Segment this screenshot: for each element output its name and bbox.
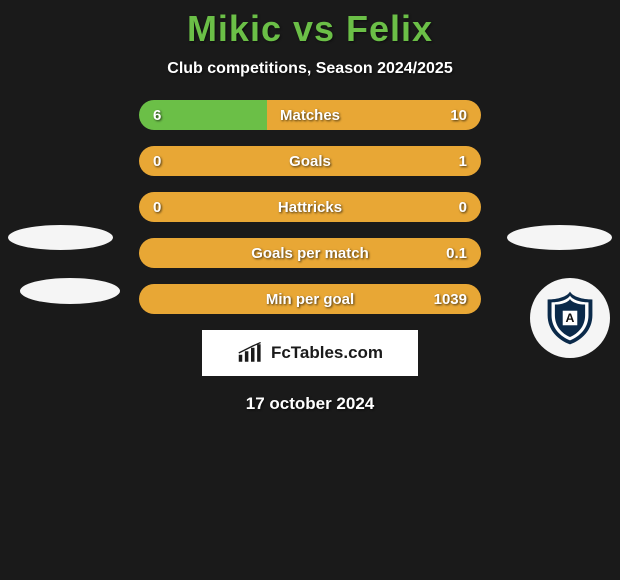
page-subtitle: Club competitions, Season 2024/2025: [0, 60, 620, 78]
club-right-crest: A: [530, 278, 610, 358]
arminia-crest-icon: A: [542, 290, 598, 346]
svg-text:A: A: [566, 311, 575, 325]
stat-row-hattricks: 00Hattricks: [139, 192, 481, 222]
stat-row-min-per-goal: 1039Min per goal: [139, 284, 481, 314]
player-right-avatar-placeholder: [507, 225, 612, 250]
comparison-bars: A 610Matches01Goals00Hattricks0.1Goals p…: [0, 100, 620, 314]
stat-label: Goals per match: [139, 245, 481, 262]
date-text: 17 october 2024: [0, 394, 620, 414]
player-left-avatar-placeholder: [8, 225, 113, 250]
stat-label: Hattricks: [139, 199, 481, 216]
stat-row-goals: 01Goals: [139, 146, 481, 176]
stat-label: Matches: [139, 107, 481, 124]
stat-row-matches: 610Matches: [139, 100, 481, 130]
page-title: Mikic vs Felix: [0, 0, 620, 50]
stat-label: Goals: [139, 153, 481, 170]
stat-row-goals-per-match: 0.1Goals per match: [139, 238, 481, 268]
club-left-logo-placeholder: [20, 278, 120, 304]
footer-brand-text: FcTables.com: [271, 343, 383, 363]
footer-brand-box: FcTables.com: [202, 330, 418, 376]
stat-label: Min per goal: [139, 291, 481, 308]
chart-icon: [237, 342, 265, 364]
